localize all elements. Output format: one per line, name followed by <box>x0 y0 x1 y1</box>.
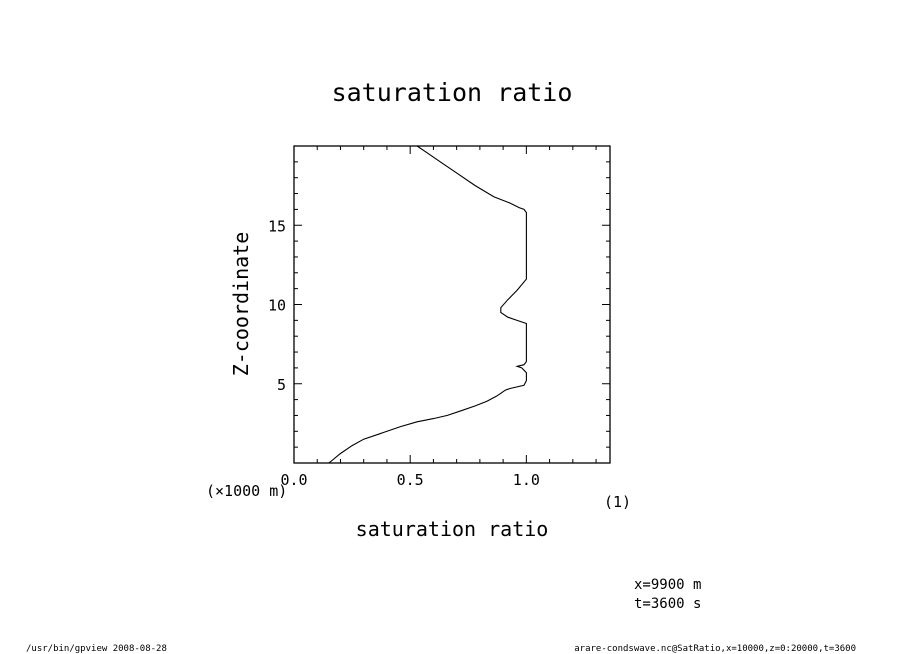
x-tick-label: 0.5 <box>397 471 424 489</box>
y-unit-label: (×1000 m) <box>206 482 287 500</box>
y-tick-label: 10 <box>268 297 286 315</box>
chart-title: saturation ratio <box>332 78 573 107</box>
x-position-annotation: x=9900 m <box>634 577 701 593</box>
axis-tick-labels: 0.0 0.5 1.0 5 10 15 <box>268 217 540 489</box>
footer-right: arare-condswave.nc@SatRatio,x=10000,z=0:… <box>574 644 856 654</box>
series-line-saturation-ratio <box>328 145 527 464</box>
y-tick-label: 5 <box>277 376 286 394</box>
x-tick-label: 0.0 <box>280 471 307 489</box>
plot-frame <box>293 145 611 464</box>
y-tick-label: 15 <box>268 217 286 235</box>
axis-ticks <box>293 146 610 463</box>
x-tick-label: 1.0 <box>513 471 540 489</box>
footer-left: /usr/bin/gpview 2008-08-28 <box>26 644 167 654</box>
x-unit-label: (1) <box>604 493 631 511</box>
time-annotation: t=3600 s <box>634 596 701 612</box>
x-axis-label: saturation ratio <box>356 517 549 541</box>
y-axis-label: Z-coordinate <box>229 232 253 377</box>
